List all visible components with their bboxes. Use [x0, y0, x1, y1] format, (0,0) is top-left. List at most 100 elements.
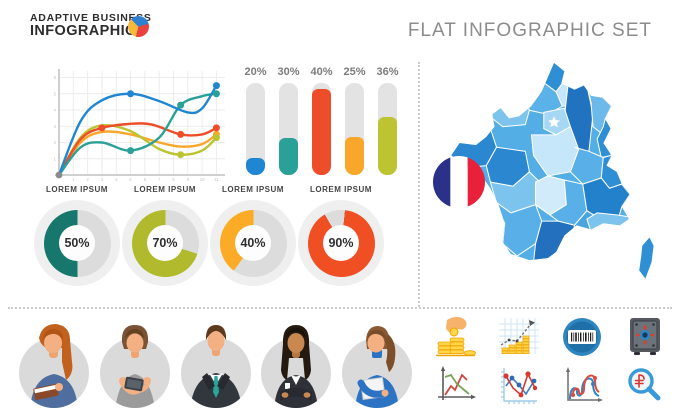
- avatar-businessman-dark-suit-teal-tie: [180, 325, 251, 408]
- data-point: [212, 134, 220, 142]
- scatter-line-chart-icon: [500, 367, 537, 404]
- vertical-dotted-divider: [418, 62, 420, 307]
- donut-title: LOREM IPSUM: [310, 185, 372, 194]
- donut-hole: 70%: [147, 225, 183, 261]
- svg-text:2: 2: [86, 177, 89, 182]
- looping-curves-chart-icon: [565, 366, 603, 402]
- donut-title: LOREM IPSUM: [134, 185, 196, 194]
- data-point: [98, 124, 106, 132]
- donut-value: 40%: [240, 236, 266, 250]
- donut-value: 50%: [64, 236, 90, 250]
- svg-text:5: 5: [54, 91, 57, 96]
- data-point: [212, 90, 220, 98]
- svg-text:6: 6: [144, 177, 147, 182]
- donut-base-circle: 90%: [298, 200, 384, 286]
- svg-text:4: 4: [115, 177, 118, 182]
- svg-text:10: 10: [200, 177, 205, 182]
- svg-text:1: 1: [72, 177, 75, 182]
- donut-base-circle: 70%: [122, 200, 208, 286]
- series-lime: [57, 123, 218, 177]
- hand-dropping-coins-icon: [435, 316, 476, 356]
- donut-value: 90%: [328, 236, 354, 250]
- donut-hole: 50%: [59, 225, 95, 261]
- donut-ring: 40%: [219, 209, 287, 277]
- avatar-businesswoman-gray-dress-tablet: [99, 325, 170, 408]
- data-point: [177, 151, 185, 159]
- avatar-businesswoman-black-suit-arms-crossed: [261, 325, 332, 408]
- series-orange: [57, 130, 218, 177]
- france-flag-icon: [433, 156, 485, 208]
- donut-chart: LOREM IPSUM 90%: [297, 185, 385, 286]
- bar-value-label: 40%: [310, 66, 333, 78]
- donut-title: LOREM IPSUM: [46, 185, 108, 194]
- donut-ring: 50%: [43, 209, 111, 277]
- bar-track: [345, 83, 364, 175]
- donut-chart-row: LOREM IPSUM 50% LOREM IPSUM 70% LOREM IPSUM 4…: [33, 185, 389, 286]
- data-point: [127, 147, 135, 155]
- donut-base-circle: 50%: [34, 200, 120, 286]
- bar-fill: [378, 117, 397, 175]
- series-red: [57, 122, 218, 177]
- bar-track: [279, 83, 298, 175]
- donut-ring: 70%: [131, 209, 199, 277]
- page-title: FLAT INFOGRAPHIC SET: [407, 20, 652, 41]
- bar-column: 20%: [239, 66, 272, 175]
- donut-title: LOREM IPSUM: [222, 185, 284, 194]
- paris-star-marker: [548, 116, 560, 128]
- donut-chart: LOREM IPSUM 40%: [209, 185, 297, 286]
- corsica: [639, 237, 654, 279]
- bar-fill: [312, 89, 331, 175]
- coin-growth-chart-icon: [498, 317, 539, 354]
- donut-value: 70%: [152, 236, 178, 250]
- series-blue: [57, 84, 218, 177]
- bar-value-label: 30%: [277, 66, 300, 78]
- bar-track: [246, 83, 265, 175]
- donut-hole: 90%: [323, 225, 359, 261]
- avatar-row: [16, 317, 415, 411]
- svg-text:11: 11: [214, 177, 219, 182]
- donut-base-circle: 40%: [210, 200, 296, 286]
- data-point: [127, 90, 135, 98]
- data-point: [177, 130, 185, 138]
- data-point: [212, 82, 220, 90]
- bar-column: 30%: [272, 66, 305, 175]
- bar-value-label: 20%: [244, 66, 267, 78]
- logo-line2: INFOGRAPHICS: [30, 23, 146, 40]
- bar-track: [378, 83, 397, 175]
- avatar-businesswoman-blue-top-folder: [342, 326, 412, 408]
- bar-fill: [246, 158, 265, 175]
- magnifier-currency-icon: [627, 367, 660, 400]
- data-point: [212, 124, 220, 132]
- bar-column: 40%: [305, 66, 338, 175]
- safe-vault-icon: [629, 317, 660, 355]
- bar-value-label: 25%: [343, 66, 366, 78]
- svg-text:6: 6: [54, 75, 57, 80]
- barcode-badge-icon: [562, 317, 601, 356]
- svg-text:2: 2: [54, 140, 57, 145]
- bar-fill: [345, 137, 364, 175]
- svg-text:3: 3: [54, 124, 57, 129]
- icon-grid: [424, 312, 676, 410]
- svg-text:7: 7: [158, 177, 161, 182]
- bar-column: 25%: [338, 66, 371, 175]
- bar-column: 36%: [371, 66, 404, 175]
- bar-fill: [279, 138, 298, 175]
- donut-hole: 40%: [235, 225, 271, 261]
- svg-text:3: 3: [101, 177, 104, 182]
- donut-chart: LOREM IPSUM 50%: [33, 185, 121, 286]
- series-teal: [57, 92, 218, 177]
- bar-track: [312, 83, 331, 175]
- svg-text:8: 8: [172, 177, 175, 182]
- svg-text:4: 4: [54, 108, 57, 113]
- france-regions-map: [451, 63, 654, 279]
- svg-text:9: 9: [187, 177, 190, 182]
- data-point: [177, 101, 185, 109]
- avatar-businesswoman-red-hair-notebook: [19, 324, 89, 408]
- logo: ADAPTIVE BUSINESS INFOGRAPHICS: [30, 12, 152, 40]
- pie-logo-icon: [128, 16, 149, 37]
- svg-text:5: 5: [129, 177, 132, 182]
- donut-ring: 90%: [307, 209, 375, 277]
- horizontal-dotted-divider: [8, 307, 672, 309]
